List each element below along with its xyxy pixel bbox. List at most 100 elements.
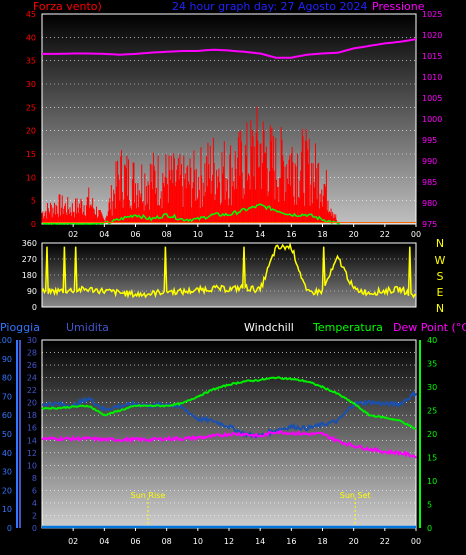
chart-title: 24 hour graph day: 27 Agosto 2024 [172, 0, 368, 13]
wind-tick-label: 35 [26, 57, 36, 66]
temp-tick-label: 0 [427, 524, 432, 533]
compass-label: E [437, 286, 444, 299]
temp-tick-label: 15 [427, 454, 437, 463]
temp-tick-label: 35 [427, 360, 437, 369]
pressure-tick-label: 995 [422, 136, 437, 145]
rain-tick-label: 8 [32, 474, 37, 483]
hour-tick-label: 12 [224, 537, 234, 546]
pressure-tick-label: 1005 [422, 94, 442, 103]
temp-tick-label: 10 [427, 477, 437, 486]
pressure-tick-label: 1015 [422, 52, 442, 61]
humidity-tick-label: 90 [2, 355, 12, 364]
humidity-line [41, 390, 417, 439]
pressure-tick-label: 985 [422, 178, 437, 187]
compass-label: N [436, 302, 444, 315]
hour-tick-label: 00 [411, 230, 421, 239]
hour-tick-label: 08 [162, 537, 172, 546]
humidity-tick-label: 70 [2, 392, 12, 401]
hour-tick-label: 16 [286, 537, 296, 546]
rain-tick-label: 18 [27, 411, 37, 420]
hour-tick-label: 14 [255, 537, 265, 546]
direction-tick-label: 180 [22, 271, 37, 280]
hour-tick-label: 20 [349, 537, 359, 546]
rain-tick-label: 12 [27, 449, 37, 458]
rain-tick-label: 4 [32, 499, 37, 508]
hour-tick-label: 12 [224, 230, 234, 239]
humidity-tick-label: 80 [2, 374, 12, 383]
hour-tick-label: 02 [68, 537, 78, 546]
hour-tick-label: 18 [317, 230, 327, 239]
temp-tick-label: 20 [427, 430, 437, 439]
pressure-tick-label: 1010 [422, 73, 442, 82]
humidity-tick-label: 40 [2, 449, 12, 458]
direction-tick-label: 360 [22, 239, 37, 248]
rain-tick-label: 6 [32, 486, 37, 495]
hour-tick-label: 14 [255, 230, 265, 239]
direction-panel [41, 242, 417, 308]
humidity-tick-label: 20 [2, 486, 12, 495]
pressure-tick-label: 975 [422, 220, 437, 229]
rain-tick-label: 28 [27, 349, 37, 358]
pressure-tick-label: 1000 [422, 115, 442, 124]
hour-tick-label: 22 [380, 230, 390, 239]
humidity-tick-label: 60 [2, 411, 12, 420]
rain-tick-label: 24 [27, 374, 37, 383]
humidity-tick-label: 0 [7, 524, 12, 533]
hour-tick-label: 20 [349, 230, 359, 239]
wind-tick-label: 20 [26, 127, 36, 136]
hour-tick-label: 10 [193, 230, 203, 239]
temp-tick-label: 5 [427, 501, 432, 510]
dewpoint-legend: Dew Point (°C) [393, 321, 466, 334]
direction-tick-label: 270 [22, 255, 37, 264]
temp-tick-label: 30 [427, 383, 437, 392]
direction-tick-label: 90 [27, 287, 37, 296]
wind-axis-title: Forza vento) [33, 0, 102, 13]
wind-tick-label: 15 [26, 150, 36, 159]
humidity-axis-title: Umidita [66, 321, 109, 334]
hour-tick-label: 06 [130, 537, 140, 546]
temp-tick-label: 40 [427, 336, 437, 345]
hour-tick-label: 22 [380, 537, 390, 546]
rain-tick-label: 22 [27, 386, 37, 395]
wind-gust-line [41, 203, 340, 225]
windchill-label: Windchill [244, 321, 294, 334]
direction-tick-label: 0 [32, 303, 37, 312]
hour-tick-label: 08 [162, 230, 172, 239]
rain-tick-label: 26 [27, 361, 37, 370]
pressure-tick-label: 1020 [422, 31, 442, 40]
rain-tick-label: 20 [27, 399, 37, 408]
direction-line [41, 241, 417, 299]
hour-tick-label: 18 [317, 537, 327, 546]
rain-tick-label: 0 [32, 524, 37, 533]
humidity-tick-label: 50 [2, 430, 12, 439]
hour-tick-label: 16 [286, 230, 296, 239]
temp-tick-label: 25 [427, 407, 437, 416]
pressure-tick-label: 990 [422, 157, 437, 166]
wind-tick-label: 0 [31, 220, 36, 229]
pressure-tick-label: 1025 [422, 10, 442, 19]
hour-tick-label: 06 [130, 230, 140, 239]
humidity-tick-label: 100 [0, 336, 12, 345]
rain-tick-label: 10 [27, 461, 37, 470]
pressure-line [42, 38, 417, 59]
compass-label: S [437, 270, 444, 283]
wind-tick-label: 40 [26, 33, 36, 42]
humidity-tick-label: 30 [2, 468, 12, 477]
pressure-axis-title: Pressione [372, 0, 425, 13]
hour-tick-label: 04 [99, 537, 109, 546]
rain-tick-label: 30 [27, 336, 37, 345]
wind-tick-label: 5 [31, 197, 36, 206]
wind-tick-label: 25 [26, 103, 36, 112]
compass-label: W [435, 254, 446, 267]
rain-tick-label: 2 [32, 511, 37, 520]
rain-tick-label: 16 [27, 424, 37, 433]
wind-tick-label: 10 [26, 173, 36, 182]
wind-tick-label: 30 [26, 80, 36, 89]
wind-panel [41, 13, 417, 225]
temperature-legend: Temperatura [312, 321, 383, 334]
hour-tick-label: 10 [193, 537, 203, 546]
hour-tick-label: 00 [411, 537, 421, 546]
hour-tick-label: 02 [68, 230, 78, 239]
compass-label: N [436, 237, 444, 250]
